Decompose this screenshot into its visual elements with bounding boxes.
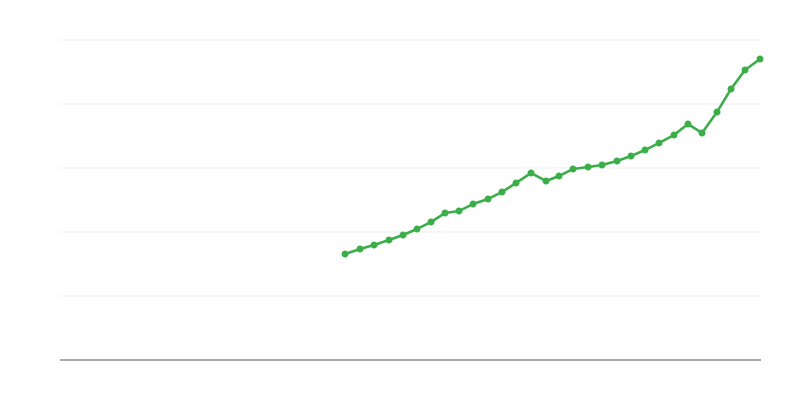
data-point-marker[interactable] [569, 165, 577, 173]
data-point-marker[interactable] [427, 218, 435, 226]
data-point-marker[interactable] [441, 209, 449, 217]
data-point-marker[interactable] [684, 120, 692, 128]
data-point-marker[interactable] [469, 200, 477, 208]
data-point-marker[interactable] [512, 179, 520, 187]
data-point-marker[interactable] [670, 131, 678, 139]
data-point-marker[interactable] [698, 129, 706, 137]
data-point-marker[interactable] [641, 146, 649, 154]
data-point-marker[interactable] [413, 225, 421, 233]
data-point-marker[interactable] [370, 241, 378, 249]
data-point-marker[interactable] [399, 231, 407, 239]
data-point-marker[interactable] [385, 236, 393, 244]
data-point-marker[interactable] [655, 139, 663, 147]
data-point-marker[interactable] [584, 163, 592, 171]
data-point-marker[interactable] [484, 195, 492, 203]
data-point-marker[interactable] [498, 188, 506, 196]
trend-line [343, 57, 762, 256]
data-point-marker[interactable] [613, 157, 621, 165]
gridlines [60, 39, 761, 297]
data-point-marker[interactable] [555, 172, 563, 180]
data-point-marker[interactable] [455, 207, 463, 215]
data-point-marker[interactable] [341, 250, 349, 258]
data-point-marker[interactable] [356, 245, 364, 253]
data-point-marker[interactable] [527, 169, 535, 177]
data-point-marker[interactable] [727, 85, 735, 93]
data-point-marker[interactable] [741, 66, 749, 74]
data-point-marker[interactable] [627, 152, 635, 160]
data-point-marker[interactable] [542, 177, 550, 185]
data-point-marker[interactable] [713, 108, 721, 116]
data-point-marker[interactable] [756, 55, 764, 63]
data-point-marker[interactable] [598, 161, 606, 169]
data-point-markers [341, 55, 764, 258]
